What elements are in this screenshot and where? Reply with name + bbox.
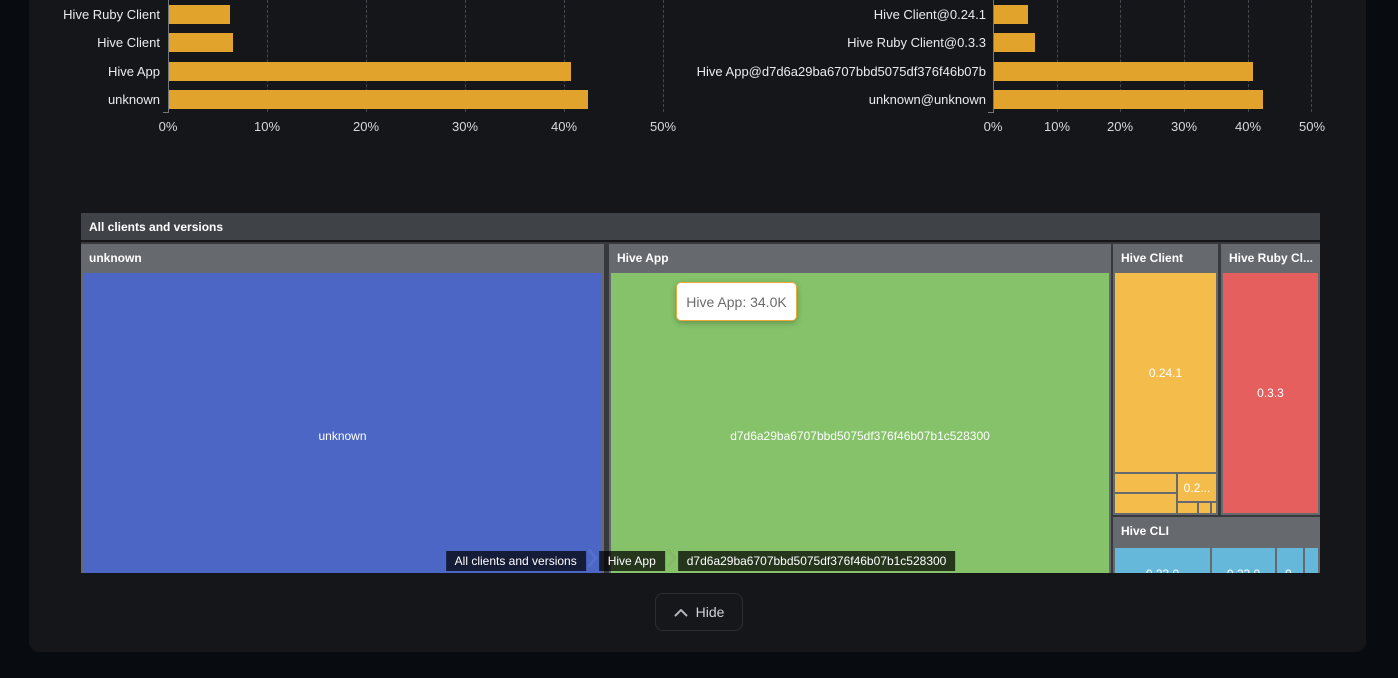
- gridline: [564, 0, 565, 112]
- treemap-cell[interactable]: [1115, 494, 1176, 513]
- tooltip-text: Hive App: 34.0K: [686, 293, 787, 310]
- gridline: [465, 0, 466, 112]
- gridline: [1120, 0, 1121, 112]
- hide-button-label: Hide: [695, 604, 725, 620]
- treemap-group-hive-ruby-client: Hive Ruby Cl... 0.3.3: [1221, 244, 1320, 515]
- treemap-cell-0-24-1[interactable]: 0.24.1: [1115, 273, 1216, 472]
- x-tick-label: 10%: [253, 119, 281, 134]
- bar-hive-ruby-client[interactable]: [169, 5, 231, 24]
- bar-hive-client[interactable]: [169, 33, 234, 52]
- gridline: [1057, 0, 1058, 112]
- treemap-cell-label: 0.23.0: [1146, 567, 1179, 574]
- bar-hive-client-0-24-1[interactable]: [994, 5, 1028, 24]
- breadcrumb-item-version-hash[interactable]: d7d6a29ba6707bbd5075df376f46b07b1c528300: [677, 550, 956, 571]
- gridline: [1248, 0, 1249, 112]
- category-label: unknown: [107, 92, 160, 107]
- bar-unknown-unknown[interactable]: [994, 90, 1263, 109]
- clients-treemap: All clients and versions unknown unknown…: [81, 213, 1320, 573]
- treemap-cell[interactable]: [1178, 503, 1197, 513]
- treemap-root-header[interactable]: All clients and versions: [81, 213, 1320, 242]
- treemap-cell-hive-app-version[interactable]: d7d6a29ba6707bbd5075df376f46b07b1c528300: [611, 273, 1109, 573]
- treemap-group-hive-cli: Hive CLI 0.23.0 0.23.0 0.: [1113, 517, 1320, 573]
- hide-button[interactable]: Hide: [655, 593, 743, 631]
- treemap-cell[interactable]: [1305, 548, 1318, 573]
- axis-tick: [163, 112, 169, 113]
- treemap-group-header[interactable]: Hive Ruby Cl...: [1229, 251, 1314, 265]
- gridline: [663, 0, 664, 112]
- treemap-group-header[interactable]: Hive Client: [1121, 251, 1184, 265]
- gridline: [267, 0, 268, 112]
- treemap-group-header[interactable]: Hive CLI: [1121, 524, 1170, 538]
- treemap-cell[interactable]: [1212, 503, 1216, 513]
- category-label: Hive App: [107, 64, 160, 79]
- breadcrumb-item-hive-app[interactable]: Hive App: [598, 550, 665, 571]
- x-tick-label: 0%: [158, 119, 178, 134]
- x-tick-label: 10%: [1043, 119, 1071, 134]
- category-label: Hive App@d7d6a29ba6707bbd5075df376f46b07…: [696, 64, 986, 79]
- category-label: Hive Client: [97, 35, 160, 50]
- bar-unknown[interactable]: [169, 90, 588, 109]
- gridline: [1311, 0, 1312, 112]
- x-tick-label: 50%: [1298, 119, 1326, 134]
- treemap-breadcrumb: All clients and versions Hive App d7d6a2…: [445, 548, 956, 573]
- breadcrumb-item-root[interactable]: All clients and versions: [445, 550, 586, 571]
- x-tick-label: 40%: [1234, 119, 1262, 134]
- x-tick-label: 30%: [451, 119, 479, 134]
- treemap-cell-label: 0.23.0: [1227, 567, 1260, 574]
- treemap-cell-label: 0.3.3: [1257, 386, 1284, 400]
- x-tick-label: 0%: [983, 119, 1003, 134]
- treemap-cell-0-23-0[interactable]: 0.23.0: [1115, 548, 1210, 573]
- bar-hive-ruby-client-0-3-3[interactable]: [994, 33, 1035, 52]
- treemap-cell-unknown[interactable]: unknown: [83, 273, 602, 573]
- y-axis-line: [993, 0, 994, 113]
- x-tick-label: 30%: [1170, 119, 1198, 134]
- x-tick-label: 20%: [352, 119, 380, 134]
- chart-tooltip: Hive App: 34.0K: [676, 282, 797, 321]
- treemap-group-header[interactable]: unknown: [89, 251, 142, 265]
- treemap-cell-label: 0.: [1285, 567, 1295, 574]
- x-tick-label: 50%: [649, 119, 677, 134]
- bar-hive-app-hash[interactable]: [994, 62, 1253, 81]
- treemap-cell-0-2[interactable]: 0.2...: [1178, 474, 1216, 501]
- axis-tick: [988, 112, 994, 113]
- treemap-cell[interactable]: 0.: [1277, 548, 1303, 573]
- gridline: [1184, 0, 1185, 112]
- treemap-group-hive-client: Hive Client 0.24.1 0.2...: [1113, 244, 1218, 515]
- treemap-cell[interactable]: [1199, 503, 1210, 513]
- treemap-cell-label: 0.2...: [1183, 480, 1211, 495]
- x-tick-label: 20%: [1106, 119, 1134, 134]
- treemap-cell-label: unknown: [318, 429, 367, 443]
- x-tick-label: 40%: [550, 119, 578, 134]
- treemap-cell-0-3-3[interactable]: 0.3.3: [1223, 273, 1318, 513]
- bar-hive-app[interactable]: [169, 62, 571, 81]
- category-label: Hive Client@0.24.1: [873, 7, 986, 22]
- treemap-group-unknown: unknown unknown: [81, 244, 604, 573]
- chevron-right-icon: [666, 548, 677, 573]
- gridline: [366, 0, 367, 112]
- treemap-group-hive-app: Hive App d7d6a29ba6707bbd5075df376f46b07…: [609, 244, 1111, 573]
- treemap-cell-label: 0.24.1: [1148, 365, 1183, 380]
- chevron-up-icon: [674, 608, 688, 617]
- category-label: Hive Ruby Client@0.3.3: [847, 35, 986, 50]
- treemap-cell-0-23-0[interactable]: 0.23.0: [1212, 548, 1275, 573]
- category-label: unknown@unknown: [868, 92, 986, 107]
- treemap-group-header[interactable]: Hive App: [617, 251, 669, 265]
- category-label: Hive Ruby Client: [63, 7, 160, 22]
- treemap-cell[interactable]: [1115, 474, 1176, 492]
- y-axis-line: [168, 0, 169, 113]
- treemap-cell-label: d7d6a29ba6707bbd5075df376f46b07b1c528300: [730, 429, 990, 443]
- chevron-right-icon: [587, 548, 598, 573]
